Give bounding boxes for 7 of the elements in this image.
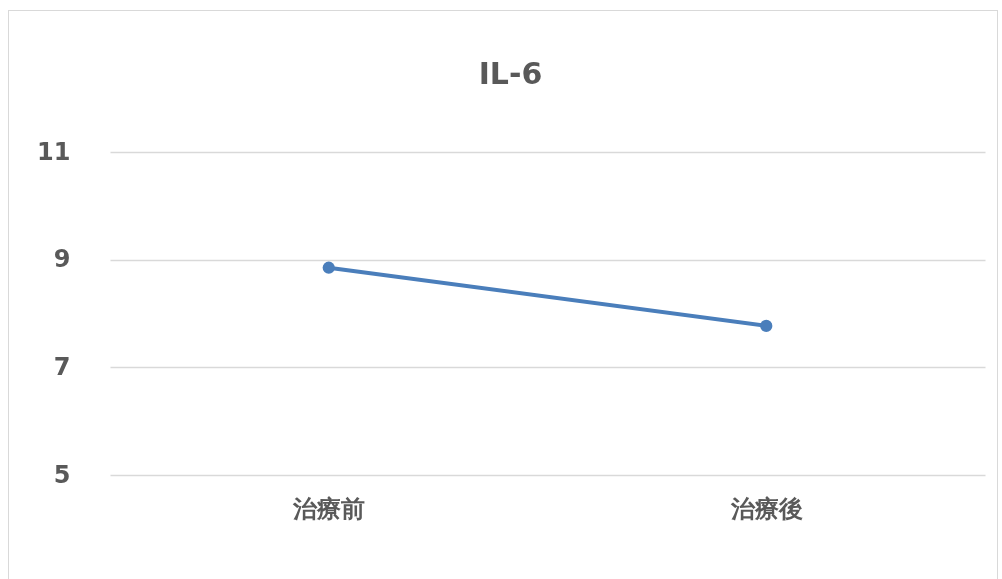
x-tick-label: 治療後: [729, 494, 803, 523]
y-tick-label: 11: [37, 137, 71, 166]
x-tick-label: 治療前: [292, 494, 366, 523]
y-tick-label: 5: [53, 460, 71, 489]
chart-title: IL-6: [478, 56, 543, 91]
y-tick-label: 9: [53, 245, 71, 274]
y-tick-label: 7: [53, 352, 71, 381]
